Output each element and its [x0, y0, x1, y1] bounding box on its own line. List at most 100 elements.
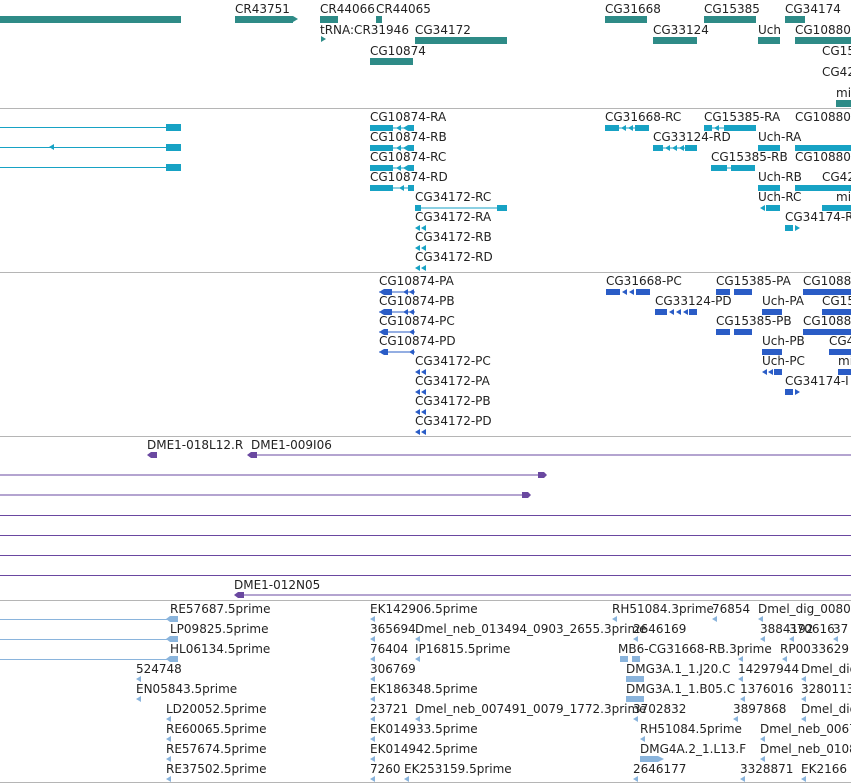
est-glyph[interactable] [370, 755, 378, 763]
est-label[interactable]: 1376016 [740, 682, 794, 696]
transcript-label[interactable]: CG10880 [795, 110, 851, 124]
est-glyph[interactable] [166, 715, 174, 723]
est-label[interactable]: 14297944 [738, 662, 800, 676]
gene-feature[interactable] [370, 58, 413, 65]
protein-glyph[interactable] [838, 368, 851, 376]
est-label[interactable]: Dmel_dig [801, 702, 851, 716]
clone-label[interactable]: DME1-009I06 [251, 438, 332, 452]
est-label[interactable]: 3884192 [760, 622, 814, 636]
est-glyph[interactable] [633, 775, 641, 783]
protein-label[interactable]: CG33124-PD [655, 294, 732, 308]
gene-label[interactable]: CG42 [822, 65, 851, 79]
protein-label[interactable]: CG10874-PB [379, 294, 455, 308]
clone-glyph[interactable] [147, 451, 159, 459]
est-glyph[interactable] [370, 695, 378, 703]
est-label[interactable]: Dmel_dig [801, 662, 851, 676]
protein-label[interactable]: CG10874-PC [379, 314, 455, 328]
transcript-label[interactable]: CG34172-RD [415, 250, 493, 264]
est-glyph[interactable] [633, 715, 641, 723]
transcript-label[interactable]: CG10880 [795, 150, 851, 164]
gene-feature[interactable] [653, 37, 697, 44]
protein-label[interactable]: CG15385-PB [716, 314, 792, 328]
est-glyph[interactable] [626, 695, 648, 703]
est-label[interactable]: 3897868 [733, 702, 787, 716]
transcript-glyph[interactable] [415, 224, 429, 232]
protein-label[interactable]: CG15385-PA [716, 274, 791, 288]
est-glyph[interactable] [136, 675, 144, 683]
protein-label[interactable]: CG34172-PC [415, 354, 491, 368]
est-label[interactable]: 3280113 [801, 682, 851, 696]
gene-feature[interactable] [605, 16, 647, 23]
gene-feature[interactable] [376, 16, 382, 23]
est-glyph[interactable] [738, 675, 746, 683]
protein-glyph[interactable] [379, 348, 417, 356]
gene-feature[interactable] [836, 100, 851, 107]
est-glyph[interactable] [370, 735, 378, 743]
transcript-label[interactable]: CG10874-RB [370, 130, 447, 144]
est-glyph[interactable] [789, 635, 797, 643]
gene-feature[interactable] [758, 37, 780, 44]
est-glyph[interactable] [801, 715, 809, 723]
transcript-label[interactable]: Uch-RA [758, 130, 802, 144]
protein-label[interactable]: CG10874-PA [379, 274, 454, 288]
protein-label[interactable]: Uch-PB [762, 334, 805, 348]
est-label[interactable]: RE57687.5prime [170, 602, 271, 616]
protein-glyph[interactable] [606, 288, 652, 296]
est-line[interactable] [0, 639, 170, 640]
transcript-label[interactable]: mi [836, 190, 851, 204]
est-label[interactable]: EK253159.5prime [404, 762, 512, 776]
clone-label[interactable]: DME1-012N05 [234, 578, 321, 592]
est-label[interactable]: 370616 [789, 622, 835, 636]
protein-glyph[interactable] [415, 368, 429, 376]
est-label[interactable]: LP09825.5prime [170, 622, 269, 636]
protein-glyph[interactable] [415, 408, 429, 416]
protein-label[interactable]: Uch-PA [762, 294, 804, 308]
est-label[interactable]: 2646169 [633, 622, 687, 636]
transcript-label[interactable]: CG34174-R [785, 210, 851, 224]
clone-line[interactable] [0, 555, 851, 556]
est-label[interactable]: Dmel_neb_0067 [760, 722, 851, 736]
est-glyph[interactable] [370, 635, 378, 643]
protein-label[interactable]: CG4 [829, 334, 851, 348]
est-glyph[interactable] [618, 655, 648, 663]
gene-label[interactable]: Uch [758, 23, 781, 37]
gene-label[interactable]: CG34174 [785, 2, 841, 16]
est-glyph[interactable] [415, 635, 423, 643]
protein-label[interactable]: mi [838, 354, 851, 368]
transcript-glyph[interactable] [415, 264, 429, 272]
transcript-exon[interactable] [166, 144, 181, 151]
protein-label[interactable]: CG34174-I [785, 374, 849, 388]
est-glyph[interactable] [738, 655, 746, 663]
gene-feature[interactable] [795, 37, 851, 44]
transcript-glyph[interactable] [758, 144, 782, 152]
protein-label[interactable]: CG1088 [803, 274, 851, 288]
protein-glyph[interactable] [716, 328, 754, 336]
est-label[interactable]: EK014933.5prime [370, 722, 478, 736]
protein-glyph[interactable] [762, 308, 784, 316]
clone-label[interactable]: DME1-018L12.R [147, 438, 244, 452]
gene-feature[interactable] [785, 16, 805, 23]
protein-glyph[interactable] [379, 328, 417, 336]
est-glyph[interactable] [136, 695, 144, 703]
transcript-glyph[interactable] [795, 184, 851, 192]
protein-label[interactable]: CG1088 [803, 314, 851, 328]
protein-glyph[interactable] [803, 328, 851, 336]
est-glyph[interactable] [626, 675, 648, 683]
est-glyph[interactable] [370, 615, 378, 623]
est-glyph[interactable] [370, 655, 378, 663]
transcript-glyph[interactable] [370, 164, 416, 172]
est-glyph[interactable] [733, 715, 741, 723]
est-line[interactable] [0, 619, 170, 620]
est-label[interactable]: 524748 [136, 662, 182, 676]
protein-glyph[interactable] [822, 308, 851, 316]
gene-label[interactable]: CG15 [822, 44, 851, 58]
protein-label[interactable]: CG31668-PC [606, 274, 682, 288]
clone-glyph[interactable] [247, 451, 851, 459]
transcript-label[interactable]: CG15385-RB [711, 150, 788, 164]
est-label[interactable]: 76854 [712, 602, 751, 616]
transcript-glyph[interactable] [370, 124, 416, 132]
gene-label[interactable]: CR44066 [320, 2, 375, 16]
gene-label[interactable]: CR44065 [376, 2, 431, 16]
transcript-label[interactable]: Uch-RB [758, 170, 802, 184]
est-glyph[interactable] [801, 675, 809, 683]
